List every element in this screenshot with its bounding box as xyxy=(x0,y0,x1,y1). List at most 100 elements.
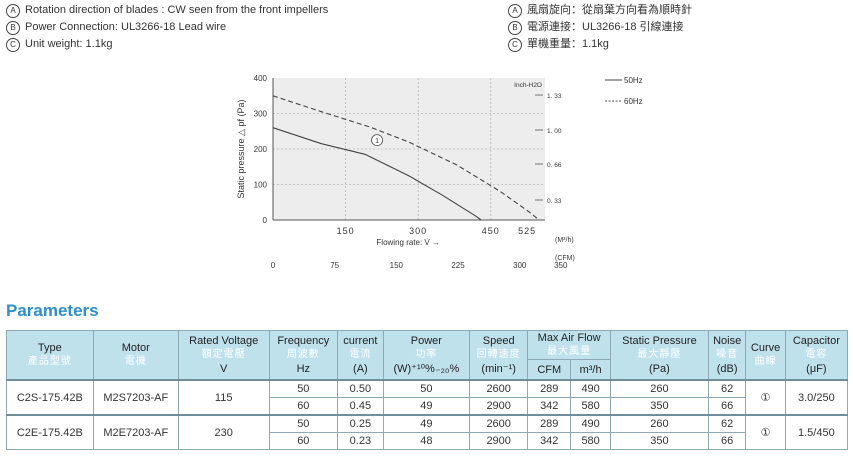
note-text: Unit weight: 1.1kg xyxy=(25,38,113,50)
note-row: A 風扇旋向：從扇葉方向看為順時針 xyxy=(508,2,692,19)
header-zh: 電容 xyxy=(805,349,828,360)
cell-current: 0.50 xyxy=(337,379,384,398)
x-tick-label: 150 xyxy=(337,226,355,236)
header-unit: (dB) xyxy=(716,363,738,375)
cfm-tick-label: 150 xyxy=(390,261,404,270)
marker-c-icon: C xyxy=(6,37,20,52)
header-zh: 周波數 xyxy=(286,349,320,360)
cell-speed: 2600 xyxy=(469,414,529,433)
cell-noise: 62 xyxy=(707,414,747,433)
x-unit-m3h: (M³/h) xyxy=(555,237,574,244)
cell-cfm: 342 xyxy=(527,397,572,416)
right-tick-label: 0. 33 xyxy=(547,198,562,205)
cell-power: 49 xyxy=(382,397,471,416)
col-cfm: CFM xyxy=(527,359,572,381)
y-axis-label: Static pressure △ pf (Pa) xyxy=(236,100,246,199)
table-row: C2E-175.42B M2E7203-AF 230 50 0.25 49 26… xyxy=(6,414,849,450)
marker-a-icon: A xyxy=(6,3,20,18)
series-line-60Hz xyxy=(272,95,540,221)
cell-voltage: 230 xyxy=(177,414,270,450)
header-en: Speed xyxy=(482,335,515,347)
cell-noise: 62 xyxy=(707,379,747,398)
header-zh: 產品型號 xyxy=(27,356,72,367)
x-axis-label: Flowing rate: V̇ → xyxy=(376,238,440,247)
cell-power: 48 xyxy=(382,432,471,450)
table-row: C2S-175.42B M2S7203-AF 115 50 0.50 50 26… xyxy=(6,379,849,416)
header-en: Max Air Flow xyxy=(537,332,601,344)
header-en: Noise xyxy=(713,335,742,347)
header-en: Curve xyxy=(750,342,781,354)
cell-speed: 2900 xyxy=(469,397,529,416)
cell-noise: 66 xyxy=(707,397,747,416)
cell-cfm: 342 xyxy=(527,432,572,450)
header-zh: 電流 xyxy=(349,349,372,360)
cell-noise: 66 xyxy=(707,432,747,450)
header-zh: 額定電壓 xyxy=(201,349,246,360)
col-voltage: Rated Voltage 額定電壓 V xyxy=(177,330,270,381)
cell-frequency: 60 xyxy=(268,432,339,450)
col-max-air-flow: Max Air Flow 最大風量 xyxy=(527,330,612,360)
col-capacitor: Capacitor 電容 (μF) xyxy=(784,330,849,381)
col-type: Type 產品型號 xyxy=(6,330,94,381)
right-tick-label: 1. 00 xyxy=(547,128,562,135)
header-unit: V xyxy=(220,363,228,375)
header-zh: 最大風量 xyxy=(547,346,592,357)
cell-pressure: 260 xyxy=(610,414,709,433)
cell-m3h: 580 xyxy=(570,397,612,416)
curve-marker-icon xyxy=(371,134,383,147)
note-text: 電源連接：UL3266-18 引線連接 xyxy=(527,21,684,33)
parameters-table: Type 產品型號 Motor 電機 Rated Voltage 額定電壓 V Freq… xyxy=(6,330,849,450)
x-unit-cfm: (CFM) xyxy=(555,255,575,262)
col-noise: Noise 噪音 (dB) xyxy=(707,330,747,381)
marker-a-icon: A xyxy=(508,3,522,18)
col-frequency: Frequency 周波數 Hz xyxy=(268,330,339,381)
cfm-tick-label: 0 xyxy=(271,261,276,270)
cell-m3h: 490 xyxy=(570,379,612,398)
header-zh: 曲線 xyxy=(754,356,777,367)
table-row: 60 0.23 48 2900 342 580 350 66 xyxy=(7,432,848,450)
cell-pressure: 350 xyxy=(610,397,709,416)
cell-frequency: 60 xyxy=(268,397,339,416)
y-tick-label: 300 xyxy=(254,110,268,119)
header-en: Motor xyxy=(121,342,150,354)
marker-b-icon: B xyxy=(6,20,20,35)
note-text: Rotation direction of blades : CW seen f… xyxy=(25,4,329,16)
cell-power: 49 xyxy=(382,414,471,433)
header-zh: 電機 xyxy=(124,356,147,367)
y-tick-label: 400 xyxy=(254,74,268,83)
cfm-tick-label: 225 xyxy=(451,261,465,270)
notes-english: A Rotation direction of blades : CW seen … xyxy=(6,2,328,53)
cell-pressure: 260 xyxy=(610,379,709,398)
header-en: Frequency xyxy=(277,335,330,347)
parameters-title: Parameters xyxy=(6,301,99,320)
header-unit: (A) xyxy=(353,363,368,375)
note-text: Power Connection: UL3266-18 Lead wire xyxy=(25,21,227,33)
col-motor: Motor 電機 xyxy=(92,330,179,381)
cell-frequency: 50 xyxy=(268,414,339,433)
note-row: C Unit weight: 1.1kg xyxy=(6,36,328,53)
cfm-tick-label: 300 xyxy=(513,261,527,270)
col-speed: Speed 回轉速度 (min⁻¹) xyxy=(469,330,529,381)
header-en: Static Pressure xyxy=(622,335,697,347)
header-unit: (Pa) xyxy=(649,363,670,375)
right-tick-label: 1. 33 xyxy=(547,93,562,100)
y-tick-label: 100 xyxy=(254,181,268,190)
curve-marker-label: 1 xyxy=(375,138,379,145)
note-row: B 電源連接：UL3266-18 引線連接 xyxy=(508,19,692,36)
header-zh: 噪音 xyxy=(716,349,739,360)
cell-current: 0.25 xyxy=(337,414,384,433)
x-tick-label: 300 xyxy=(409,226,427,236)
note-row: C 單機重量：1.1kg xyxy=(508,36,692,53)
header-zh: 回轉速度 xyxy=(476,349,521,360)
header-unit: Hz xyxy=(296,363,311,375)
cell-current: 0.45 xyxy=(337,397,384,416)
cell-speed: 2900 xyxy=(469,432,529,450)
performance-chart: 400 300 200 100 0 Static pressure △ pf (Pa) In… xyxy=(236,74,643,270)
col-curve: Curve 曲線 xyxy=(745,330,786,381)
col-m3h: m³/h xyxy=(570,359,612,381)
x-tick-label: 525 xyxy=(518,226,536,236)
cell-m3h: 490 xyxy=(570,414,612,433)
cell-curve: ① xyxy=(745,379,786,416)
header-unit: (min⁻¹) xyxy=(481,363,516,375)
y-tick-label: 200 xyxy=(254,145,268,154)
